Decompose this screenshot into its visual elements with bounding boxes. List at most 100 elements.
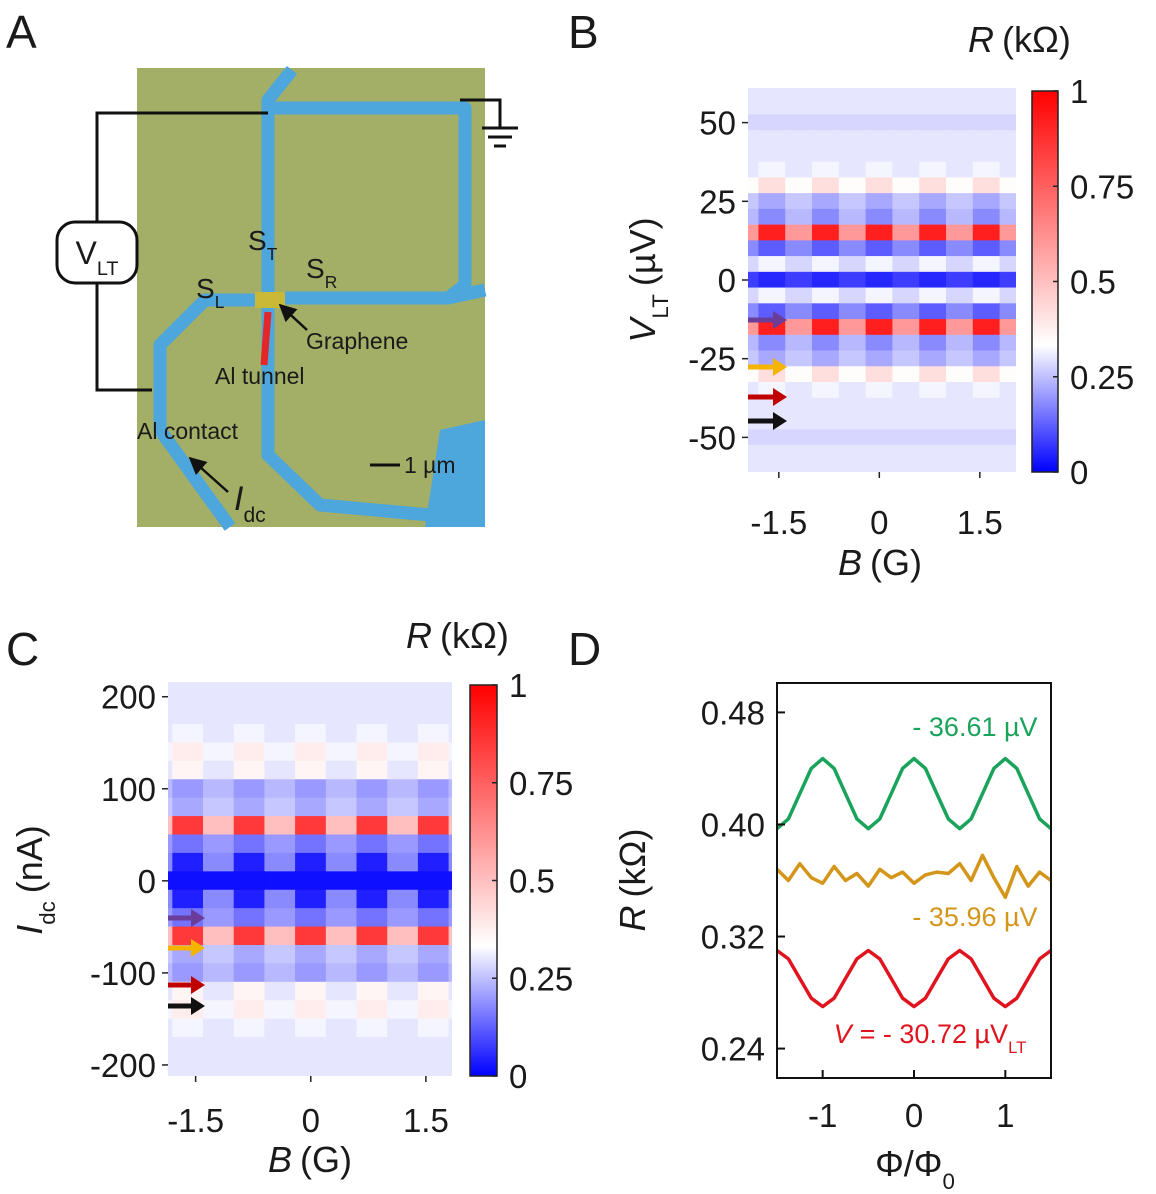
heatmap-cell [233, 944, 266, 964]
heatmap-cell [356, 760, 388, 780]
heatmap-cell [919, 208, 947, 226]
heatmap-cell [785, 287, 813, 304]
x-tick-label: 1.5 [957, 504, 1003, 541]
heatmap-cell [387, 981, 419, 1001]
heatmap-cell [812, 350, 840, 367]
heatmap-cell [812, 88, 840, 100]
heatmap-cell [785, 98, 813, 116]
heatmap-cell [233, 852, 266, 872]
heatmap-cell [325, 963, 358, 983]
heatmap-cell [356, 1018, 388, 1038]
heatmap-cell [785, 114, 813, 131]
heatmap-cell [758, 240, 786, 257]
heatmap-cell [233, 687, 266, 707]
heatmap-cell [356, 908, 388, 928]
x-tick-label: -1.5 [167, 1102, 224, 1139]
heatmap-cell [325, 1055, 358, 1075]
heatmap-cell [865, 413, 894, 430]
heatmap-cell [838, 366, 867, 383]
heatmap-cell [919, 88, 947, 100]
heatmap-cell [865, 98, 894, 116]
heatmap-cell [892, 145, 920, 163]
heatmap-cell [203, 779, 235, 799]
heatmap-cell [417, 1073, 450, 1076]
contact-pad [425, 420, 485, 527]
x-tick-label: 1.5 [403, 1102, 449, 1139]
heatmap-cell [387, 926, 419, 946]
heatmap-cell [812, 177, 840, 194]
heatmap-cell [264, 724, 296, 744]
x-tick-label: -1 [808, 1097, 837, 1134]
y-tick-label: 0.32 [701, 919, 765, 956]
heatmap-cell [417, 1037, 450, 1057]
x-axis-label: Φ/Φ0 [875, 1143, 955, 1194]
heatmap-cell [946, 130, 974, 147]
heatmap-cell [203, 1000, 235, 1020]
colorbar-tick-label: 0.5 [1070, 264, 1116, 301]
heatmap-cell [972, 177, 1001, 194]
heatmap-cell [865, 429, 894, 446]
heatmap-cell [838, 413, 867, 430]
heatmap-cell [356, 779, 388, 799]
heatmap-cell [785, 429, 813, 446]
heatmap-cell [892, 319, 920, 336]
heatmap-cell [417, 926, 450, 946]
label: ST [248, 225, 278, 264]
heatmap-cell [448, 1018, 452, 1038]
heatmap-cell [919, 319, 947, 336]
heatmap-cell [356, 981, 388, 1001]
heatmap-cell [448, 889, 452, 909]
heatmap-cell [865, 271, 894, 289]
heatmap-cell [295, 908, 327, 928]
heatmap-cell [172, 724, 204, 744]
heatmap-cell [865, 130, 894, 147]
heatmap-cell [172, 1055, 204, 1075]
heatmap-cell [838, 303, 867, 320]
heatmap-cell [448, 760, 452, 780]
text-part: R [325, 272, 338, 292]
heatmap-cell [892, 271, 920, 289]
panel-label: B [568, 6, 599, 58]
text-part: V [75, 235, 97, 271]
heatmap-cell [758, 460, 786, 472]
heatmap-cell [999, 177, 1016, 194]
heatmap-cell [295, 1055, 327, 1075]
heatmap-cell [919, 98, 947, 116]
heatmap-cell [972, 208, 1001, 226]
heatmap-cell [325, 834, 358, 854]
heatmap-cell [264, 779, 296, 799]
heatmap-cell [892, 429, 920, 446]
text-part: L [215, 292, 225, 312]
heatmap-cell [919, 271, 947, 289]
heatmap-cell [295, 760, 327, 780]
heatmap-cell [203, 981, 235, 1001]
y-axis-label: R (kΩ) [612, 829, 653, 932]
heatmap-cell [325, 760, 358, 780]
heatmap-cell [325, 779, 358, 799]
heatmap-cell [387, 944, 419, 964]
heatmap-cell [865, 240, 894, 257]
heatmap-cell [264, 705, 296, 725]
heatmap-cell [919, 193, 947, 210]
heatmap-cell [838, 161, 867, 179]
panel-label: C [6, 623, 39, 675]
heatmap-cell [356, 944, 388, 964]
heatmap-cell [946, 193, 974, 210]
heatmap-cell [387, 816, 419, 836]
y-tick-label: 0 [138, 863, 156, 900]
heatmap-cell [325, 687, 358, 707]
heatmap-cell [919, 413, 947, 430]
heatmap-cell [356, 705, 388, 725]
heatmap-cell [999, 460, 1016, 472]
heatmap-cell [233, 1037, 266, 1057]
heatmap-cell [758, 98, 786, 116]
heatmap-cell [417, 1018, 450, 1038]
heatmap-cell [448, 724, 452, 744]
heatmap-cell [999, 381, 1016, 399]
heatmap-cell [812, 145, 840, 163]
y-tick-label: 0.40 [701, 806, 765, 843]
heatmap-cell [892, 193, 920, 210]
heatmap-cell [448, 963, 452, 983]
heatmap-cell [325, 926, 358, 946]
heatmap-cell [919, 240, 947, 257]
